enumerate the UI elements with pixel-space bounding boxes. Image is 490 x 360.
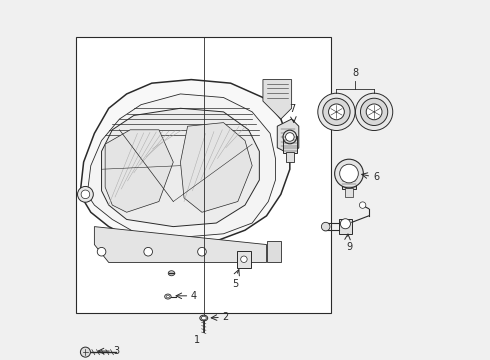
Circle shape: [80, 347, 91, 357]
Circle shape: [355, 93, 393, 131]
Circle shape: [144, 247, 152, 256]
Polygon shape: [101, 108, 259, 226]
Text: 1: 1: [194, 335, 200, 345]
Circle shape: [97, 247, 106, 256]
Polygon shape: [80, 80, 290, 244]
Ellipse shape: [168, 271, 175, 276]
Bar: [342, 173, 356, 189]
Circle shape: [77, 186, 93, 202]
Ellipse shape: [165, 294, 171, 299]
Text: 7: 7: [289, 104, 295, 114]
Circle shape: [359, 202, 366, 208]
Circle shape: [361, 98, 388, 126]
Circle shape: [321, 222, 330, 231]
Polygon shape: [105, 130, 173, 212]
Ellipse shape: [166, 295, 170, 298]
Polygon shape: [277, 119, 299, 155]
Polygon shape: [87, 94, 275, 237]
Bar: [339, 220, 352, 234]
Circle shape: [335, 159, 364, 188]
Circle shape: [81, 190, 90, 199]
Bar: [345, 188, 353, 197]
Circle shape: [323, 98, 350, 126]
Circle shape: [366, 104, 382, 120]
Circle shape: [329, 104, 344, 120]
Text: 9: 9: [346, 242, 352, 252]
Text: 5: 5: [232, 279, 239, 289]
Ellipse shape: [201, 316, 206, 320]
Text: 8: 8: [352, 68, 358, 78]
Circle shape: [340, 164, 358, 183]
Polygon shape: [180, 123, 252, 212]
Ellipse shape: [286, 133, 294, 141]
Bar: [283, 136, 297, 153]
Polygon shape: [95, 226, 267, 262]
Polygon shape: [263, 80, 292, 119]
Bar: [286, 152, 294, 162]
Text: 2: 2: [222, 312, 229, 321]
Bar: [237, 251, 251, 268]
Text: 3: 3: [113, 346, 120, 356]
Polygon shape: [267, 241, 281, 262]
Circle shape: [241, 256, 247, 262]
Ellipse shape: [200, 315, 208, 321]
Circle shape: [341, 219, 350, 229]
Text: 6: 6: [373, 172, 379, 182]
Bar: [76, 37, 331, 313]
Circle shape: [318, 93, 355, 131]
Circle shape: [197, 247, 206, 256]
Ellipse shape: [283, 130, 296, 144]
Text: 4: 4: [191, 291, 197, 301]
